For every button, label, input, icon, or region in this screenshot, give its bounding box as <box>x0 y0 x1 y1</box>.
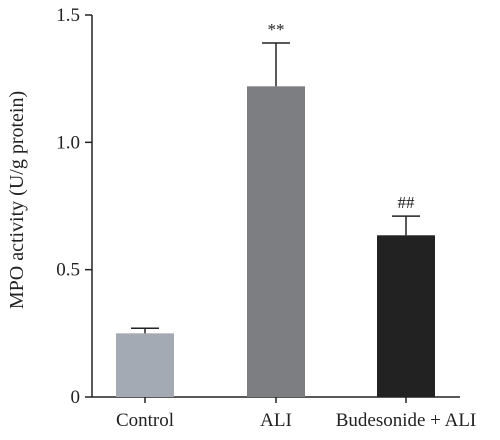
y-tick-label: 1.5 <box>56 5 80 26</box>
x-tick-label: Budesonide + ALI <box>336 410 477 431</box>
bar <box>247 86 305 397</box>
y-tick-label: 1.0 <box>56 132 80 153</box>
x-axis: Control ALI Budesonide + ALI <box>92 396 477 431</box>
significance-label: ** <box>268 20 285 39</box>
significance-labels: ** ## <box>268 20 416 212</box>
x-tick-label: ALI <box>260 410 292 431</box>
y-axis: 0 0.5 1.0 1.5 <box>56 5 93 408</box>
error-bars <box>131 42 420 334</box>
y-axis-title: MPO activity (U/g protein) <box>6 91 28 309</box>
x-tick-label: Control <box>116 410 174 431</box>
significance-label: ## <box>398 193 416 212</box>
bar <box>377 235 435 397</box>
bars <box>116 86 435 397</box>
y-tick-label: 0.5 <box>56 260 80 281</box>
y-tick-label: 0 <box>71 387 81 408</box>
bar <box>116 333 174 397</box>
